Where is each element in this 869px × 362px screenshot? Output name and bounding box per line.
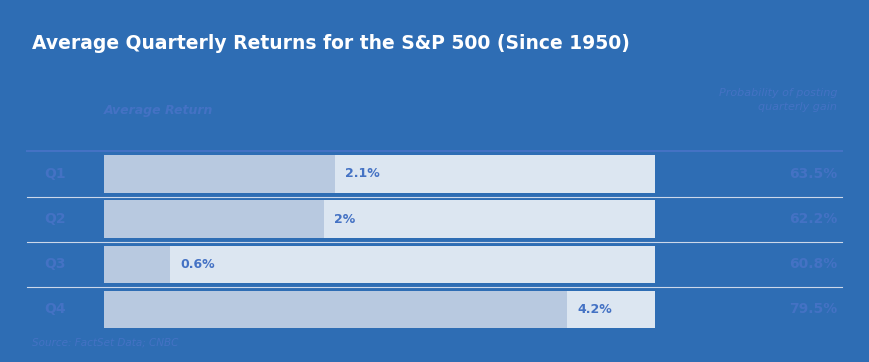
Text: Q1: Q1 [44, 167, 66, 181]
Text: Source: FactSet Data; CNBC: Source: FactSet Data; CNBC [31, 338, 178, 348]
Text: 62.2%: 62.2% [789, 212, 838, 226]
Text: Probability of posting
quarterly gain: Probability of posting quarterly gain [719, 88, 838, 112]
Text: Q4: Q4 [44, 302, 66, 316]
Text: 60.8%: 60.8% [789, 257, 838, 271]
Text: 79.5%: 79.5% [789, 302, 838, 316]
Bar [103, 201, 655, 237]
Text: Average Return: Average Return [103, 104, 213, 117]
Bar [103, 155, 655, 193]
Bar [103, 245, 655, 283]
Text: 4.2%: 4.2% [577, 303, 612, 316]
Bar [103, 245, 169, 283]
Text: Q2: Q2 [44, 212, 66, 226]
Text: 2%: 2% [335, 212, 355, 226]
Text: 2.1%: 2.1% [346, 168, 381, 181]
Bar [103, 291, 655, 328]
Bar [103, 155, 335, 193]
Text: 0.6%: 0.6% [180, 258, 215, 271]
Text: Q3: Q3 [44, 257, 66, 271]
Text: Average Quarterly Returns for the S&P 500 (Since 1950): Average Quarterly Returns for the S&P 50… [31, 34, 629, 53]
Text: 63.5%: 63.5% [789, 167, 838, 181]
Bar [103, 201, 324, 237]
Bar [103, 291, 567, 328]
